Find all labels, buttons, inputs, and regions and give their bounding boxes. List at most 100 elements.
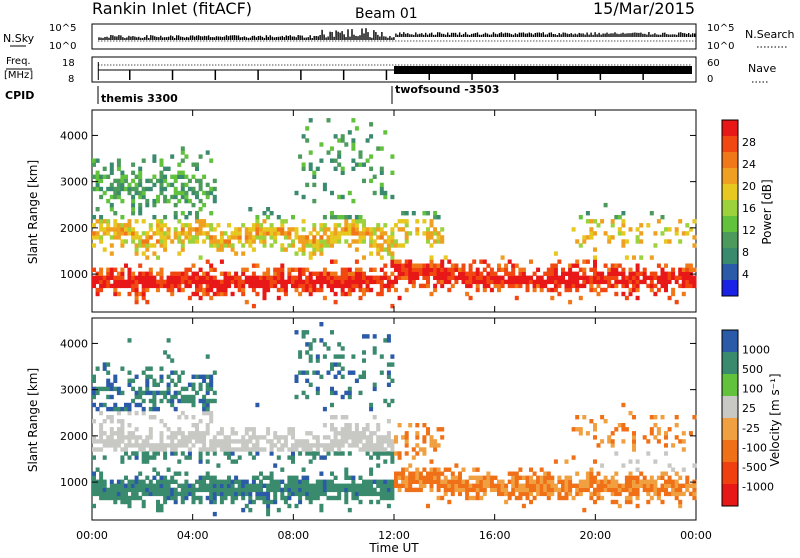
power-cell xyxy=(255,235,260,240)
nsky-point xyxy=(678,32,680,37)
velocity-cell xyxy=(600,487,605,493)
power-cell xyxy=(187,186,192,192)
velocity-cell xyxy=(273,443,278,448)
nsky-point xyxy=(283,37,285,40)
power-cell xyxy=(624,295,629,301)
power-cell xyxy=(248,227,253,232)
velocity-cell xyxy=(692,483,697,488)
velocity-cell xyxy=(479,479,484,484)
power-cell xyxy=(248,207,253,212)
velocity-cell xyxy=(248,507,253,513)
power-cell xyxy=(603,202,608,208)
power-cell xyxy=(294,235,299,240)
velocity-cell xyxy=(436,467,441,472)
nsky-point xyxy=(301,35,303,40)
velocity-cell xyxy=(173,451,178,456)
velocity-cell xyxy=(248,483,253,488)
nsky-point xyxy=(299,35,301,40)
power-cell xyxy=(173,174,178,179)
power-cell xyxy=(369,134,374,139)
velocity-cell xyxy=(187,398,192,404)
power-cell xyxy=(610,223,615,228)
velocity-cell xyxy=(333,390,338,396)
velocity-cell xyxy=(195,435,199,440)
power-cell xyxy=(109,162,114,167)
nsky-point xyxy=(203,35,206,40)
power-cell xyxy=(337,194,342,200)
power-cell xyxy=(287,231,292,236)
velocity-cell xyxy=(294,479,299,484)
velocity-cell xyxy=(99,427,104,432)
velocity-cell xyxy=(653,459,658,464)
velocity-cell xyxy=(347,386,352,392)
power-cell xyxy=(404,259,409,264)
velocity-cell xyxy=(433,443,438,448)
velocity-cell xyxy=(138,487,143,493)
velocity-cell xyxy=(386,334,391,339)
power-cell xyxy=(568,275,573,280)
velocity-cell xyxy=(518,483,523,488)
velocity-cell xyxy=(92,386,96,392)
velocity-cell xyxy=(468,475,473,480)
power-cell xyxy=(131,227,136,232)
power-cell xyxy=(95,158,100,163)
power-cell xyxy=(315,287,320,293)
velocity-cell xyxy=(607,479,612,484)
power-cell xyxy=(330,243,334,248)
velocity-cell xyxy=(436,483,441,488)
y-tick-label: 2000 xyxy=(60,430,88,443)
velocity-cell xyxy=(354,491,359,497)
power-cell xyxy=(113,223,118,228)
velocity-cell xyxy=(127,487,132,493)
power-cell xyxy=(472,259,477,264)
velocity-cell xyxy=(330,443,334,448)
nsky-point xyxy=(369,37,371,40)
velocity-cell xyxy=(202,487,207,493)
velocity-cell xyxy=(113,491,118,497)
power-cell xyxy=(578,283,583,289)
velocity-cell xyxy=(113,374,118,379)
power-cell xyxy=(266,215,271,220)
power-cell xyxy=(212,291,217,297)
power-cell xyxy=(347,215,352,220)
power-cell xyxy=(244,227,249,232)
velocity-cell xyxy=(173,435,178,440)
velocity-cell xyxy=(166,374,171,379)
velocity-cell xyxy=(315,479,320,484)
nsky-point xyxy=(201,36,204,40)
velocity-cell xyxy=(191,491,196,497)
velocity-cell xyxy=(234,439,239,444)
date-title: 15/Mar/2015 xyxy=(593,0,695,18)
power-cell xyxy=(230,243,235,248)
power-cell xyxy=(511,283,516,289)
velocity-cell xyxy=(138,386,143,392)
power-cell xyxy=(319,158,324,163)
power-cell xyxy=(379,283,384,289)
velocity-cell xyxy=(319,487,324,493)
velocity-cell xyxy=(95,483,100,488)
power-cell xyxy=(109,271,114,276)
velocity-cell xyxy=(124,402,128,408)
power-cell xyxy=(198,279,203,285)
velocity-cell xyxy=(241,439,246,444)
power-cell xyxy=(337,150,342,155)
nsky-point xyxy=(166,37,168,40)
power-cell xyxy=(617,263,622,268)
velocity-cell xyxy=(344,495,349,501)
velocity-cell xyxy=(305,451,310,456)
nsky-point xyxy=(413,34,415,37)
power-cell xyxy=(571,283,576,289)
velocity-cell xyxy=(216,443,221,448)
velocity-cell xyxy=(251,499,256,505)
velocity-cell xyxy=(674,479,679,484)
velocity-cell xyxy=(582,487,587,493)
velocity-cell xyxy=(266,507,271,513)
power-cell xyxy=(251,287,256,293)
power-cell xyxy=(354,215,359,220)
power-cell xyxy=(514,283,519,289)
power-cell xyxy=(458,267,462,272)
power-cell xyxy=(152,202,157,208)
power-cell xyxy=(159,190,164,196)
nsky-point xyxy=(618,34,620,37)
velocity-cell xyxy=(632,491,636,497)
